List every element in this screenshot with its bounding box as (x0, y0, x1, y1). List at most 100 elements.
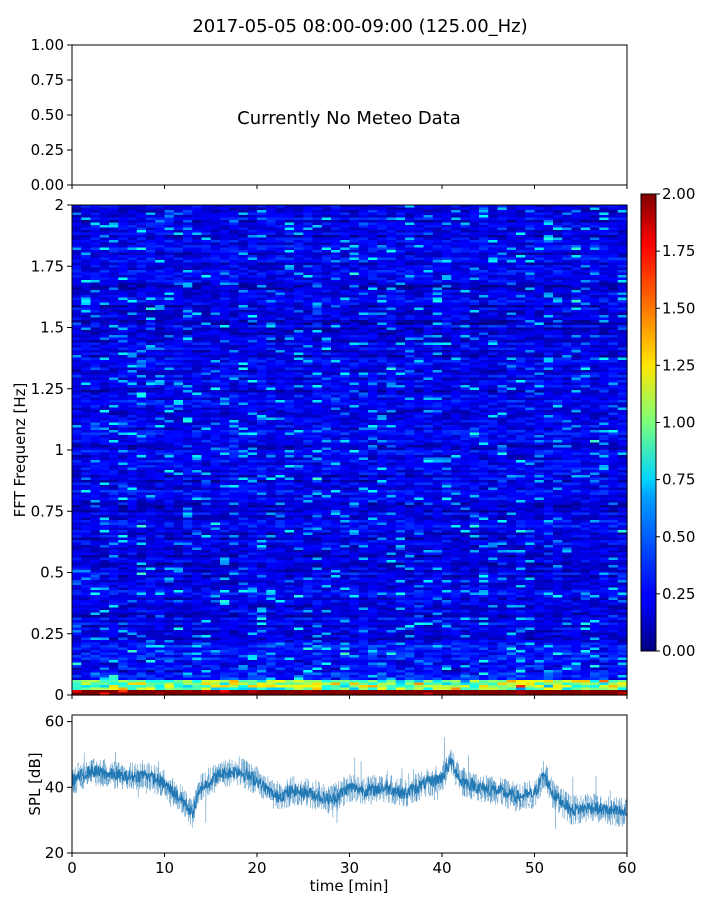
heatmap-cell (118, 385, 129, 389)
heatmap-cell (543, 270, 554, 274)
heatmap-cell (469, 290, 480, 294)
heatmap-cell (460, 347, 471, 351)
heatmap-cell (173, 307, 184, 311)
heatmap-cell (109, 327, 119, 331)
heatmap-cell (331, 247, 341, 251)
heatmap-cell (247, 247, 258, 251)
heatmap-cell (423, 410, 434, 414)
heatmap-cell (284, 225, 295, 229)
heatmap-cell (525, 375, 536, 379)
heatmap-cell (127, 312, 138, 316)
heatmap-cell (109, 400, 119, 404)
heatmap-cell (571, 357, 582, 361)
heatmap-cell (210, 315, 221, 319)
heatmap-cell (349, 375, 360, 379)
heatmap-cell (72, 337, 82, 341)
heatmap-cell (571, 252, 582, 256)
heatmap-cell (617, 272, 628, 276)
heatmap-cell (488, 280, 499, 284)
heatmap-cell (442, 377, 452, 381)
heatmap-cell (210, 270, 221, 274)
heatmap-cell (479, 395, 489, 399)
meteo-axes-frame (71, 44, 628, 186)
heatmap-cell (479, 245, 489, 249)
heatmap-cell (220, 300, 230, 304)
heatmap-cell (90, 235, 101, 239)
heatmap-cell (506, 227, 517, 231)
heatmap-cell (599, 332, 610, 336)
heatmap-cell (553, 330, 563, 334)
heatmap-cell (210, 340, 221, 344)
heatmap-cell (553, 385, 563, 389)
heatmap-cell (543, 407, 554, 411)
heatmap-cell (136, 287, 147, 291)
heatmap-cell (414, 305, 425, 309)
heatmap-cell (321, 355, 332, 359)
heatmap-cell (590, 207, 600, 211)
heatmap-cell (312, 235, 323, 239)
heatmap-cell (340, 260, 351, 264)
heatmap-cell (257, 302, 267, 306)
heatmap-cell (266, 377, 277, 381)
heatmap-cell (571, 370, 582, 374)
heatmap-cell (136, 407, 147, 411)
heatmap-cell (294, 242, 304, 246)
heatmap-cell (127, 397, 138, 401)
heatmap-cell (580, 232, 591, 236)
heatmap-cell (414, 260, 425, 264)
heatmap-cell (571, 260, 582, 264)
heatmap-cell (303, 337, 314, 341)
heatmap-cell (257, 400, 267, 404)
heatmap-cell (405, 237, 415, 241)
heatmap-cell (257, 355, 267, 359)
heatmap-cell (90, 242, 101, 246)
heatmap-cell (608, 275, 619, 279)
heatmap-cell (109, 225, 119, 229)
heatmap-cell (136, 405, 147, 409)
heatmap-cell (451, 365, 462, 369)
heatmap-cell (386, 232, 397, 236)
heatmap-cell (451, 277, 462, 281)
heatmap-cell (340, 245, 351, 249)
heatmap-cell (109, 265, 119, 269)
heatmap-cell (173, 375, 184, 379)
heatmap-cell (275, 295, 286, 299)
heatmap-cell (173, 247, 184, 251)
heatmap-cell (257, 242, 267, 246)
heatmap-cell (377, 217, 388, 221)
heatmap-cell (275, 395, 286, 399)
heatmap-cell (220, 355, 230, 359)
heatmap-cell (72, 320, 82, 324)
heatmap-cell (414, 372, 425, 376)
heatmap-cell (90, 365, 101, 369)
heatmap-cell (451, 282, 462, 286)
heatmap-cell (525, 360, 536, 364)
heatmap-cell (155, 362, 166, 366)
heatmap-cell (201, 367, 212, 371)
heatmap-cell (340, 317, 351, 321)
heatmap-cell (368, 220, 378, 224)
heatmap-cell (247, 405, 258, 409)
heatmap-cell (266, 355, 277, 359)
heatmap-cell (590, 220, 600, 224)
heatmap-cell (257, 280, 267, 284)
heatmap-cell (118, 227, 129, 231)
heatmap-cell (571, 340, 582, 344)
heatmap-cell (312, 382, 323, 386)
heatmap-cell (192, 395, 203, 399)
heatmap-cell (423, 360, 434, 364)
heatmap-cell (72, 267, 82, 271)
heatmap-cell (497, 207, 508, 211)
heatmap-cell (608, 320, 619, 324)
heatmap-cell (266, 270, 277, 274)
heatmap-cell (72, 357, 82, 361)
heatmap-cell (553, 210, 563, 214)
heatmap-cell (340, 367, 351, 371)
heatmap-cell (432, 297, 443, 301)
heatmap-cell (386, 312, 397, 316)
heatmap-cell (99, 405, 110, 409)
heatmap-cell (247, 212, 258, 216)
heatmap-cell (303, 382, 314, 386)
heatmap-cell (608, 332, 619, 336)
heatmap-cell (284, 302, 295, 306)
